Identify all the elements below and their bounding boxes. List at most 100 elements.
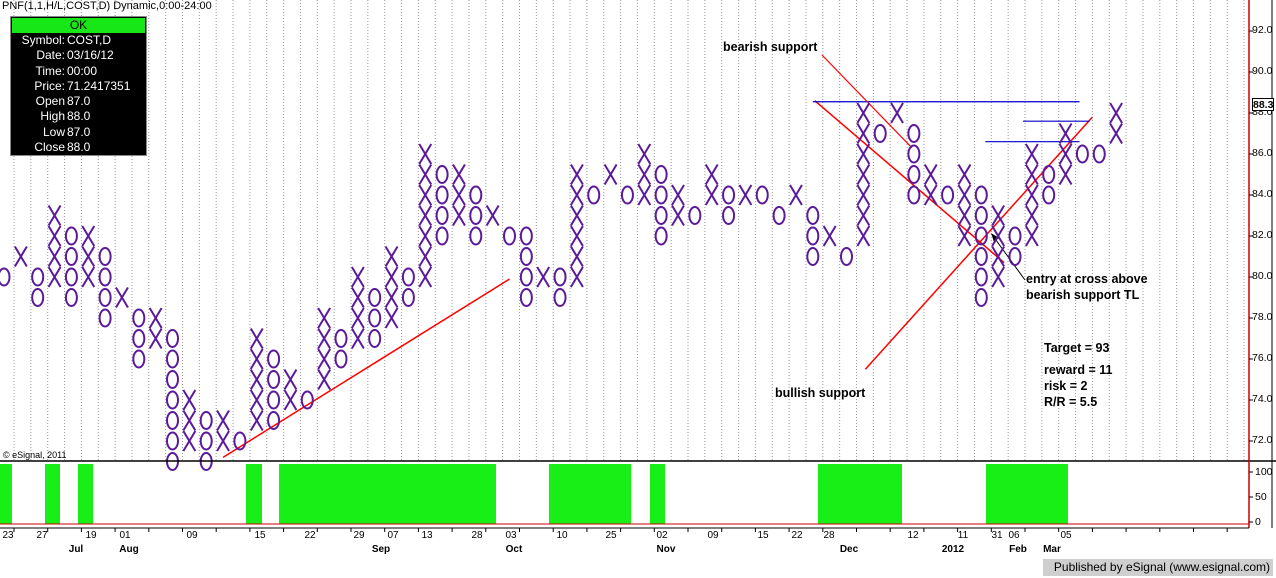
o-mark [722, 206, 736, 225]
o-mark [267, 349, 281, 369]
x-mark [1024, 225, 1039, 247]
o-mark [974, 247, 988, 266]
x-mark [47, 225, 62, 247]
x-mark [13, 245, 28, 268]
x-mark [856, 204, 871, 227]
x-mark [856, 102, 871, 124]
info-row-price: Price: 71.2417351 [34, 78, 131, 93]
x-mark [991, 204, 1006, 227]
o-mark [435, 185, 449, 205]
day-label: 09 [707, 530, 719, 541]
indicator-bar [246, 464, 262, 524]
x-mark [418, 245, 433, 268]
pnf-x-column [452, 163, 466, 227]
x-mark [923, 163, 938, 186]
day-label: 25 [605, 530, 617, 541]
indicator-bar [279, 464, 496, 524]
o-mark [1075, 144, 1089, 164]
pnf-o-column [435, 165, 449, 246]
o-mark [64, 267, 78, 287]
o-mark [368, 329, 382, 348]
x-mark [249, 327, 264, 350]
o-mark [907, 144, 921, 164]
month-label: Sep [371, 544, 391, 555]
o-mark [1008, 226, 1022, 246]
x-mark [570, 225, 584, 247]
o-mark [166, 411, 179, 430]
day-label: 19 [85, 530, 97, 541]
o-mark [401, 267, 415, 287]
pnf-o-column [620, 185, 634, 205]
o-mark [974, 226, 988, 246]
pnf-o-column [0, 267, 11, 287]
day-label: 01 [119, 530, 131, 541]
o-mark [368, 308, 382, 328]
pnf-o-column [166, 329, 179, 471]
o-mark [64, 226, 78, 246]
x-mark [317, 327, 332, 350]
y-tick-label: 74.0 [1252, 393, 1273, 405]
x-mark [418, 225, 433, 247]
trend-lines [222, 54, 1093, 459]
x-mark [452, 204, 466, 227]
o-mark [199, 411, 213, 430]
current-price-tag: 88.3 [1252, 98, 1274, 111]
o-mark [0, 267, 11, 287]
annotation-bearish-support: bearish support [723, 40, 818, 54]
o-mark [519, 267, 533, 287]
pnf-o-column [941, 185, 955, 205]
pnf-o-column [688, 206, 702, 225]
o-mark [267, 411, 281, 430]
x-mark [418, 143, 433, 165]
x-mark [182, 409, 197, 432]
pnf-o-column [806, 206, 820, 266]
o-mark [907, 124, 921, 143]
x-mark [1058, 143, 1073, 165]
o-mark [553, 288, 567, 307]
x-mark [81, 266, 96, 288]
x-mark [704, 184, 719, 206]
x-mark [570, 245, 584, 268]
o-mark [840, 247, 853, 266]
info-row-date: Date: 03/16/12 [36, 48, 114, 63]
annotation-entry-1: entry at cross above [1026, 272, 1148, 286]
info-row-high: High 88.0 [40, 109, 91, 124]
x-mark [570, 266, 584, 288]
pnf-x-column [570, 163, 584, 288]
indicator-bar [986, 464, 1068, 524]
x-mark [283, 368, 298, 391]
o-mark [435, 206, 449, 225]
y-tick-label: 72.0 [1252, 434, 1273, 446]
x-mark [418, 163, 433, 186]
day-label: 22 [791, 530, 803, 541]
pnf-x-column [856, 102, 871, 247]
x-mark [856, 143, 871, 165]
x-mark [384, 266, 399, 288]
ok-button[interactable]: OK [12, 18, 145, 33]
pnf-x-column [671, 184, 685, 227]
pnf-x-column [1024, 143, 1039, 247]
month-label: 2012 [941, 544, 965, 555]
o-mark [620, 185, 634, 205]
pnf-x-column [13, 245, 28, 268]
info-row-time: Time: 00:00 [35, 63, 98, 78]
x-mark [350, 327, 365, 350]
x-mark [148, 307, 163, 329]
month-label: Aug [119, 544, 139, 555]
pnf-x-column [603, 163, 618, 186]
pnf-o-column [1075, 144, 1089, 164]
pnf-x-column [923, 163, 938, 206]
x-mark [991, 225, 1006, 247]
bullish-support-line [222, 278, 510, 459]
x-mark [418, 204, 433, 227]
x-mark [1024, 184, 1039, 206]
x-mark [822, 225, 837, 247]
x-mark [47, 245, 62, 268]
o-mark [654, 206, 668, 225]
y-tick-label: 82.0 [1252, 229, 1273, 241]
month-label: Mar [1043, 544, 1061, 555]
x-mark [384, 286, 399, 309]
pnf-o-column [98, 247, 112, 328]
x-mark [603, 163, 618, 186]
